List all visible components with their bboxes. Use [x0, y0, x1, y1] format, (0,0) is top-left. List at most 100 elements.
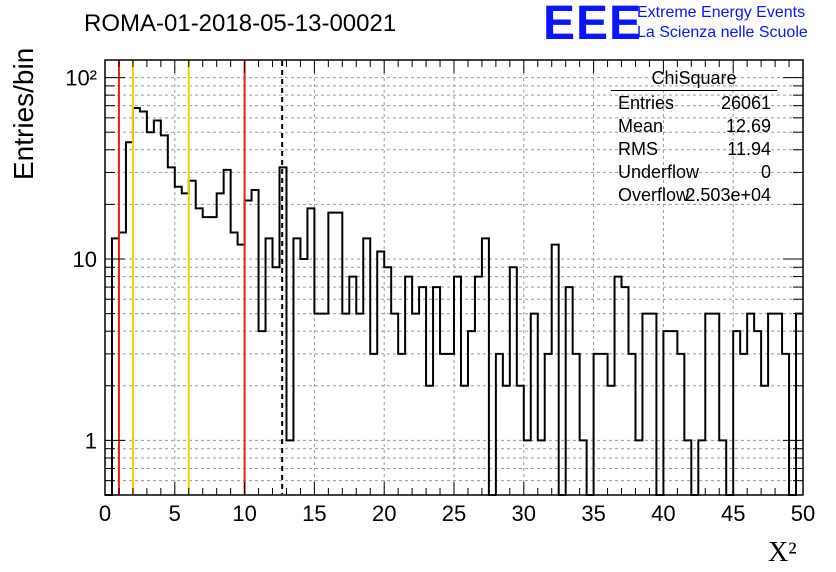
- histogram-bin: [321, 314, 328, 495]
- x-tick-label: 15: [302, 501, 326, 526]
- histogram-bin: [447, 354, 454, 495]
- stats-row-overflow: Overflow 2.503e+04: [611, 185, 777, 208]
- x-tick-label: 50: [791, 501, 815, 526]
- histogram-bin: [140, 112, 147, 495]
- histogram-bin: [245, 201, 252, 495]
- plot-title: ROMA-01-2018-05-13-00021: [84, 10, 397, 37]
- histogram-bin: [796, 314, 803, 495]
- y-tick-label: 10: [73, 247, 97, 272]
- stats-key: Mean: [618, 116, 664, 136]
- histogram-bin: [300, 259, 307, 495]
- stats-value: 12.69: [725, 116, 771, 136]
- histogram-bin: [601, 354, 608, 495]
- stats-box: ChiSquare Entries 26061 Mean 12.69 RMS 1…: [611, 68, 777, 208]
- logo-line-1: Extreme Energy Events: [637, 4, 806, 21]
- histogram-bin: [182, 193, 189, 495]
- x-axis-label: X²: [768, 537, 797, 568]
- histogram-bin: [677, 354, 684, 495]
- histogram-bin: [342, 314, 349, 495]
- eee-logo: EEE: [543, 0, 643, 50]
- histogram-outline: [105, 106, 803, 496]
- histogram-bin: [119, 232, 126, 495]
- histogram-bin: [663, 331, 670, 495]
- y-axis-label: Entries/bin: [8, 47, 39, 180]
- histogram-bin: [712, 314, 719, 495]
- histogram-bin: [370, 354, 377, 495]
- histogram-bin: [307, 208, 314, 495]
- reference-lines: [117, 61, 284, 494]
- stats-row-mean: Mean 12.69: [611, 116, 777, 139]
- histogram-bin: [412, 314, 419, 495]
- stats-value: 0: [760, 162, 771, 182]
- histogram-bin: [161, 135, 168, 495]
- stats-key: Underflow: [618, 162, 700, 182]
- x-tick-label: 35: [581, 501, 605, 526]
- x-tick-label: 20: [372, 501, 396, 526]
- x-tick-label: 45: [721, 501, 745, 526]
- histogram-bin: [629, 354, 636, 495]
- x-tick-label: 40: [651, 501, 675, 526]
- histogram-bin: [705, 314, 712, 495]
- histogram-bin: [768, 314, 775, 495]
- histogram-bars: [105, 106, 803, 496]
- histogram-bin: [552, 245, 559, 495]
- histogram-bin: [419, 287, 426, 495]
- histogram-bin: [356, 314, 363, 495]
- histogram-bin: [133, 108, 140, 495]
- histogram-bin: [622, 287, 629, 495]
- histogram-bin: [649, 314, 656, 495]
- histogram-bin: [496, 354, 503, 495]
- histogram-bin: [433, 287, 440, 495]
- stats-key: RMS: [618, 139, 658, 159]
- x-tick-label: 0: [99, 501, 111, 526]
- histogram-bin: [217, 193, 224, 495]
- y-tick-label: 10²: [65, 66, 97, 91]
- histogram-bin: [468, 331, 475, 495]
- x-tick-label: 10: [232, 501, 256, 526]
- histogram-bin: [747, 314, 754, 495]
- histogram-bin: [314, 314, 321, 495]
- histogram-bin: [782, 354, 789, 495]
- stats-key: Entries: [618, 93, 675, 113]
- histogram-bin: [754, 331, 761, 495]
- stats-row-underflow: Underflow 0: [611, 162, 777, 185]
- histogram-bin: [391, 314, 398, 495]
- stats-row-rms: RMS 11.94: [611, 139, 777, 162]
- histogram-bin: [189, 181, 196, 495]
- histogram-bin: [384, 267, 391, 495]
- histogram-bin: [740, 354, 747, 495]
- stats-value: 2.503e+04: [685, 185, 771, 205]
- histogram-bin: [273, 267, 280, 495]
- histogram-bin: [545, 354, 552, 495]
- stats-value: 26061: [720, 93, 771, 113]
- histogram-bin: [642, 314, 649, 495]
- histogram-bin: [775, 314, 782, 495]
- histogram-bin: [594, 354, 601, 495]
- histogram-bin: [154, 120, 161, 495]
- histogram-bin: [733, 331, 740, 495]
- histogram-bin: [531, 314, 538, 495]
- axis-ticks: [104, 60, 804, 496]
- histogram-bin: [126, 142, 133, 495]
- histogram-bin: [573, 354, 580, 495]
- histogram-bin: [224, 170, 231, 495]
- histogram-bin: [252, 190, 259, 495]
- axis-tick-labels: 0 5 10 15 20 25 30 35 40 45 50 1 10 10²: [65, 66, 815, 526]
- histogram-bin: [440, 354, 447, 495]
- x-tick-label: 30: [512, 501, 536, 526]
- histogram-bin: [566, 287, 573, 495]
- histogram-bin: [231, 232, 238, 495]
- histogram-bin: [259, 331, 266, 495]
- x-tick-label: 5: [169, 501, 181, 526]
- histogram-bin: [196, 208, 203, 495]
- stats-header: ChiSquare: [611, 68, 777, 91]
- logo-line-2: La Scienza nelle Scuole: [637, 24, 808, 41]
- histogram-bin: [377, 251, 384, 495]
- stats-key: Overflow: [618, 185, 690, 205]
- histogram-bin: [670, 331, 677, 495]
- histogram-bin: [238, 245, 245, 495]
- x-tick-label: 25: [442, 501, 466, 526]
- stats-value: 11.94: [727, 139, 771, 159]
- histogram-bin: [398, 354, 405, 495]
